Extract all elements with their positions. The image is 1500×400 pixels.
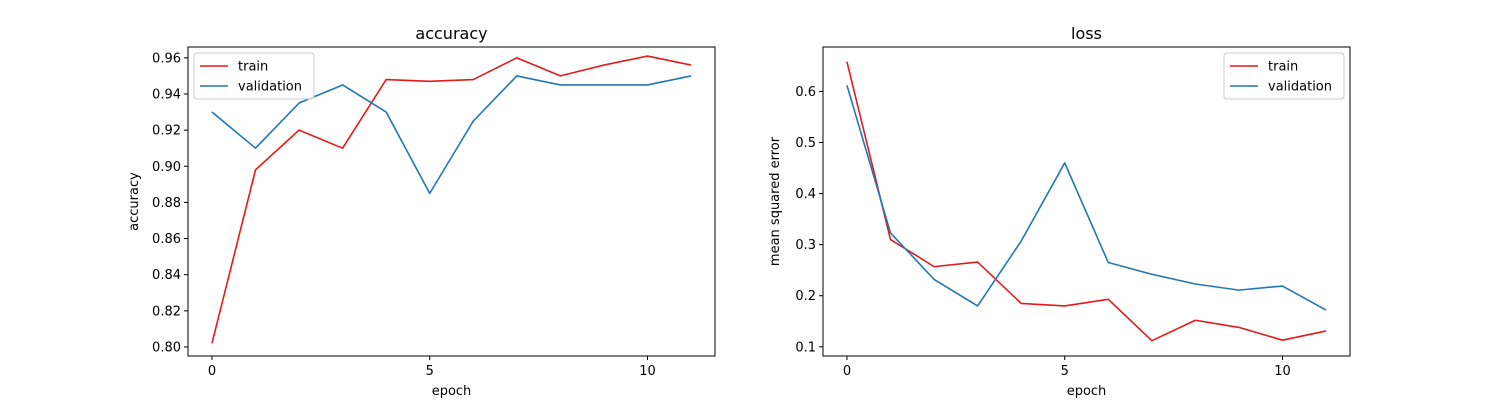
x-tick-label: 5 bbox=[1061, 364, 1069, 379]
y-tick-label: 0.1 bbox=[795, 340, 816, 355]
legend-label-train: train bbox=[238, 60, 268, 75]
legend-label-validation: validation bbox=[1268, 80, 1332, 95]
accuracy-panel: 0 5 10 0.80 0.82 0.84 0.86 0.88 0.90 0.92 0.94 0.96… bbox=[127, 24, 716, 399]
y-tick-label: 0.88 bbox=[152, 196, 181, 211]
series-line-train bbox=[846, 61, 1327, 342]
chart-title: accuracy bbox=[415, 24, 487, 43]
y-tick-label: 0.80 bbox=[152, 340, 181, 355]
legend: train validation bbox=[193, 52, 315, 100]
y-tick-label: 0.4 bbox=[795, 187, 816, 202]
y-tick-label: 0.84 bbox=[152, 268, 181, 283]
x-tick-label: 0 bbox=[843, 364, 851, 379]
series-group bbox=[211, 55, 692, 344]
y-tick-label: 0.92 bbox=[152, 124, 181, 139]
legend-label-validation: validation bbox=[238, 80, 302, 95]
y-tick-label: 0.94 bbox=[152, 87, 181, 102]
x-tick-label: 0 bbox=[208, 364, 216, 379]
axes-frame bbox=[822, 46, 1351, 357]
legend-box bbox=[1223, 52, 1345, 100]
x-axis-label: epoch bbox=[1067, 384, 1107, 399]
y-tick-label: 0.90 bbox=[152, 160, 181, 175]
y-tick-label: 0.5 bbox=[795, 136, 816, 151]
series-line-train bbox=[211, 55, 692, 344]
x-tick-label: 10 bbox=[1274, 364, 1291, 379]
legend-label-train: train bbox=[1268, 60, 1298, 75]
x-tick-label: 5 bbox=[426, 364, 434, 379]
y-axis-label: mean squared error bbox=[768, 136, 783, 266]
y-tick-label: 0.2 bbox=[795, 289, 816, 304]
legend-box bbox=[193, 52, 315, 100]
y-tick-label: 0.6 bbox=[795, 85, 816, 100]
x-tick-label: 10 bbox=[639, 364, 656, 379]
y-axis-label: accuracy bbox=[127, 172, 142, 231]
x-axis-label: epoch bbox=[432, 384, 472, 399]
loss-panel: 0 5 10 0.1 0.2 0.3 0.4 0.5 0.6 loss epoch mean squa… bbox=[768, 24, 1351, 399]
legend: train validation bbox=[1223, 52, 1345, 100]
series-line-validation bbox=[846, 85, 1327, 311]
y-tick-label: 0.86 bbox=[152, 232, 181, 247]
series-group bbox=[846, 61, 1327, 342]
y-tick-label: 0.3 bbox=[795, 238, 816, 253]
chart-title: loss bbox=[1071, 24, 1102, 43]
y-tick-label: 0.82 bbox=[152, 304, 181, 319]
y-tick-label: 0.96 bbox=[152, 51, 181, 66]
axes-frame bbox=[187, 46, 716, 357]
series-line-validation bbox=[211, 75, 692, 195]
